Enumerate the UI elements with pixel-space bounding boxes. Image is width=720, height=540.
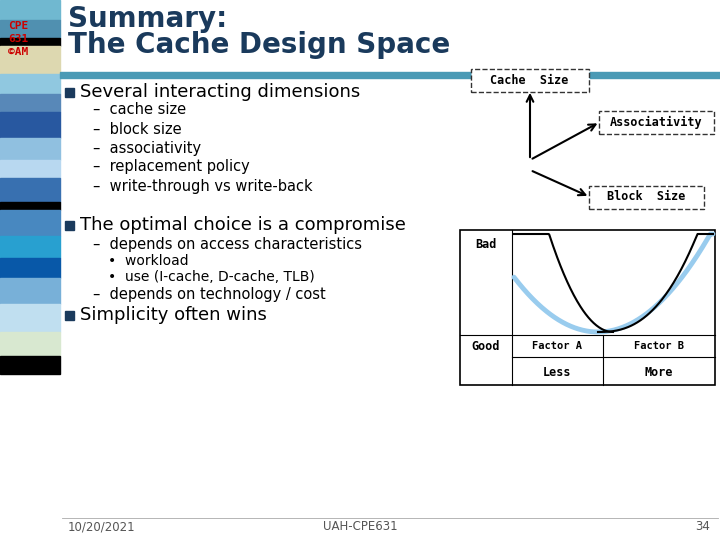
Text: •  use (I-cache, D-cache, TLB): • use (I-cache, D-cache, TLB)	[108, 270, 315, 284]
FancyBboxPatch shape	[588, 186, 703, 208]
Bar	[0, 0, 60, 20]
Text: Factor A: Factor A	[533, 341, 582, 351]
Bar	[0, 112, 60, 138]
Text: Factor B: Factor B	[634, 341, 684, 351]
Bar	[0, 20, 60, 38]
Bar	[0, 236, 60, 258]
Text: 631: 631	[8, 34, 28, 44]
Bar	[0, 138, 60, 160]
Bar	[0, 160, 60, 178]
Text: –  depends on technology / cost: – depends on technology / cost	[93, 287, 325, 302]
Text: –  depends on access characteristics: – depends on access characteristics	[93, 237, 362, 252]
Text: 10/20/2021: 10/20/2021	[68, 521, 135, 534]
Bar	[0, 304, 60, 332]
Bar	[65, 87, 74, 97]
Text: CPE: CPE	[8, 21, 28, 31]
Text: UAH-CPE631: UAH-CPE631	[323, 521, 397, 534]
Bar	[0, 278, 60, 304]
Bar	[0, 38, 60, 46]
Text: Summary:: Summary:	[68, 5, 228, 33]
Text: The optimal choice is a compromise: The optimal choice is a compromise	[80, 216, 406, 234]
Text: –  replacement policy: – replacement policy	[93, 159, 250, 174]
Text: The Cache Design Space: The Cache Design Space	[68, 31, 450, 59]
Text: •  workload: • workload	[108, 254, 189, 268]
Text: –  block size: – block size	[93, 122, 181, 137]
Bar	[0, 94, 60, 112]
Text: –  associativity: – associativity	[93, 140, 201, 156]
Text: More: More	[644, 367, 673, 380]
Text: ©AM: ©AM	[8, 47, 28, 57]
Bar	[0, 332, 60, 356]
Bar	[65, 220, 74, 230]
Bar	[0, 74, 60, 94]
Text: –  write-through vs write-back: – write-through vs write-back	[93, 179, 312, 193]
FancyBboxPatch shape	[470, 69, 588, 91]
Bar	[0, 46, 60, 74]
Text: Cache  Size: Cache Size	[490, 73, 569, 86]
Text: Less: Less	[544, 367, 572, 380]
Bar	[60, 72, 720, 78]
Text: –  cache size: – cache size	[93, 103, 186, 118]
Text: Simplicity often wins: Simplicity often wins	[80, 306, 267, 324]
Bar	[0, 258, 60, 278]
Bar	[65, 310, 74, 320]
Text: Good: Good	[472, 340, 500, 353]
Bar	[0, 202, 60, 210]
Text: 34: 34	[695, 521, 710, 534]
FancyBboxPatch shape	[598, 111, 714, 133]
Text: Bad: Bad	[475, 239, 497, 252]
Text: Associativity: Associativity	[610, 116, 702, 129]
Text: Several interacting dimensions: Several interacting dimensions	[80, 83, 360, 101]
Bar	[460, 230, 715, 385]
Bar	[0, 178, 60, 202]
Bar	[0, 210, 60, 236]
Text: Block  Size: Block Size	[607, 191, 685, 204]
Bar	[0, 356, 60, 374]
